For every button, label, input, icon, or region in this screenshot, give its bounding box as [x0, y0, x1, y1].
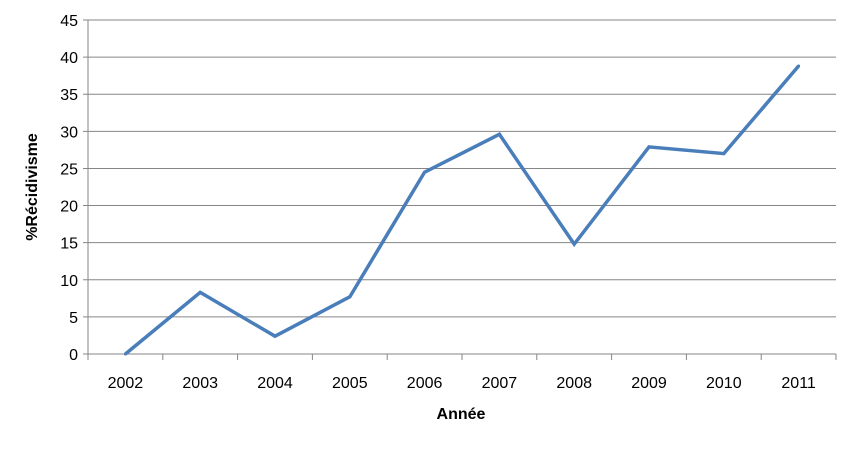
x-tick-label: 2010 — [706, 375, 742, 392]
data-point — [123, 352, 127, 356]
x-tick-label: 2006 — [407, 375, 443, 392]
x-tick-label: 2011 — [781, 375, 816, 392]
x-tick-label: 2009 — [631, 375, 667, 392]
y-tick-label: 35 — [60, 87, 78, 104]
data-point — [348, 295, 352, 299]
x-tick-label: 2007 — [482, 375, 518, 392]
data-point — [273, 334, 277, 338]
x-tick-label: 2005 — [332, 375, 368, 392]
data-point — [572, 242, 576, 246]
data-point — [647, 145, 651, 149]
data-point — [198, 290, 202, 294]
y-tick-label: 10 — [60, 273, 78, 290]
y-axis-label: %Récidivisme — [24, 133, 41, 241]
x-axis-label: Année — [437, 406, 486, 423]
y-tick-label: 30 — [60, 124, 78, 141]
data-point — [797, 64, 801, 68]
y-tick-label: 15 — [60, 236, 78, 253]
y-tick-label: 0 — [69, 347, 78, 364]
data-point — [423, 170, 427, 174]
series-line — [124, 64, 800, 356]
x-tick-label: 2004 — [257, 375, 293, 392]
y-tick-label: 45 — [60, 13, 78, 30]
data-point — [497, 132, 501, 136]
y-tick-label: 20 — [60, 199, 78, 216]
y-tick-label: 40 — [60, 50, 78, 67]
x-tick-label: 2008 — [556, 375, 592, 392]
data-point — [722, 152, 726, 156]
x-tick-label: 2003 — [182, 375, 218, 392]
y-tick-label: 25 — [60, 161, 78, 178]
x-tick-label: 2002 — [108, 375, 144, 392]
y-tick-label: 5 — [69, 310, 78, 327]
